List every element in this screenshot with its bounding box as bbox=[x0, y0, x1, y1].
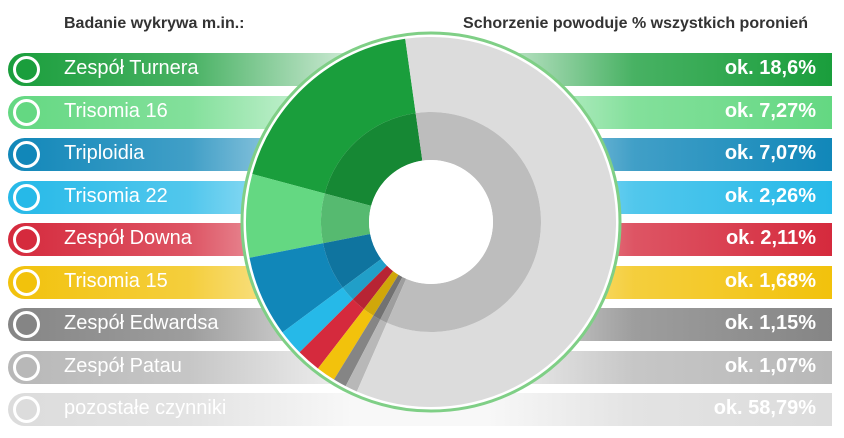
legend-dot bbox=[13, 353, 40, 381]
legend-dot bbox=[13, 311, 40, 338]
slice-inner bbox=[323, 233, 382, 288]
legend-dot bbox=[13, 183, 40, 211]
slice-inner bbox=[373, 274, 403, 320]
slice-trisomia-15 bbox=[317, 271, 399, 380]
slice-outer bbox=[246, 174, 325, 258]
legend-label: Triploidia bbox=[64, 142, 145, 164]
legend-label: Zespół Edwardsa bbox=[64, 312, 219, 334]
legend-label: Zespół Turnera bbox=[64, 57, 199, 79]
slice-outer bbox=[282, 287, 353, 353]
slice-outer bbox=[356, 37, 617, 407]
slice-trisomia-22 bbox=[282, 258, 387, 353]
slice-inner bbox=[324, 113, 423, 206]
value-label: ok. 7,27% bbox=[724, 99, 816, 122]
slice-inner bbox=[386, 112, 541, 333]
slice-zespol-turnera bbox=[252, 38, 423, 206]
slice-inner bbox=[380, 277, 407, 323]
value-label: ok. 1,15% bbox=[724, 312, 816, 334]
slice-inner bbox=[342, 258, 387, 300]
slice-outer bbox=[249, 243, 343, 333]
slice-outer bbox=[252, 38, 416, 194]
legend-label: Trisomia 15 bbox=[64, 269, 168, 292]
legend-dot bbox=[13, 56, 40, 83]
slice-zespol-downa bbox=[299, 265, 394, 369]
value-label: ok. 18,6% bbox=[724, 57, 816, 79]
legend-dot bbox=[13, 396, 40, 423]
value-label: ok. 1,07% bbox=[724, 354, 816, 377]
legend-dot bbox=[13, 268, 40, 296]
value-label: ok. 2,26% bbox=[724, 184, 816, 207]
donut-hole bbox=[369, 160, 493, 284]
slice-triploidia bbox=[249, 233, 382, 333]
legend-dot bbox=[13, 141, 40, 168]
legend-label: Trisomia 16 bbox=[64, 99, 168, 122]
legend-label: pozostałe czynniki bbox=[64, 397, 227, 419]
value-label: ok. 2,11% bbox=[725, 227, 816, 249]
value-label: ok. 58,79% bbox=[713, 397, 816, 419]
legend-label: Zespół Patau bbox=[64, 354, 182, 377]
slice-zespol-edwardsa bbox=[334, 274, 403, 387]
slice-inner bbox=[363, 271, 399, 316]
slice-outer bbox=[317, 309, 374, 380]
slice-inner bbox=[352, 265, 394, 310]
slice-inner bbox=[321, 193, 372, 244]
slice-zespol-patau bbox=[345, 277, 407, 392]
slice-outer bbox=[345, 319, 387, 392]
right-column-header: Schorzenie powoduje % wszystkich poronie… bbox=[463, 15, 808, 32]
slice-trisomia-16 bbox=[246, 174, 372, 258]
legend-dot bbox=[13, 98, 40, 126]
left-column-header: Badanie wykrywa m.in.: bbox=[64, 15, 245, 32]
slice-outer bbox=[299, 299, 364, 369]
value-label: ok. 7,07% bbox=[724, 142, 816, 164]
slice-pozostale-czynniki bbox=[356, 37, 617, 407]
legend-label: Zespół Downa bbox=[64, 227, 192, 249]
value-label: ok. 1,68% bbox=[724, 269, 816, 292]
legend-label: Trisomia 22 bbox=[64, 184, 168, 207]
legend-dot bbox=[13, 226, 40, 253]
slice-outer bbox=[334, 315, 381, 387]
